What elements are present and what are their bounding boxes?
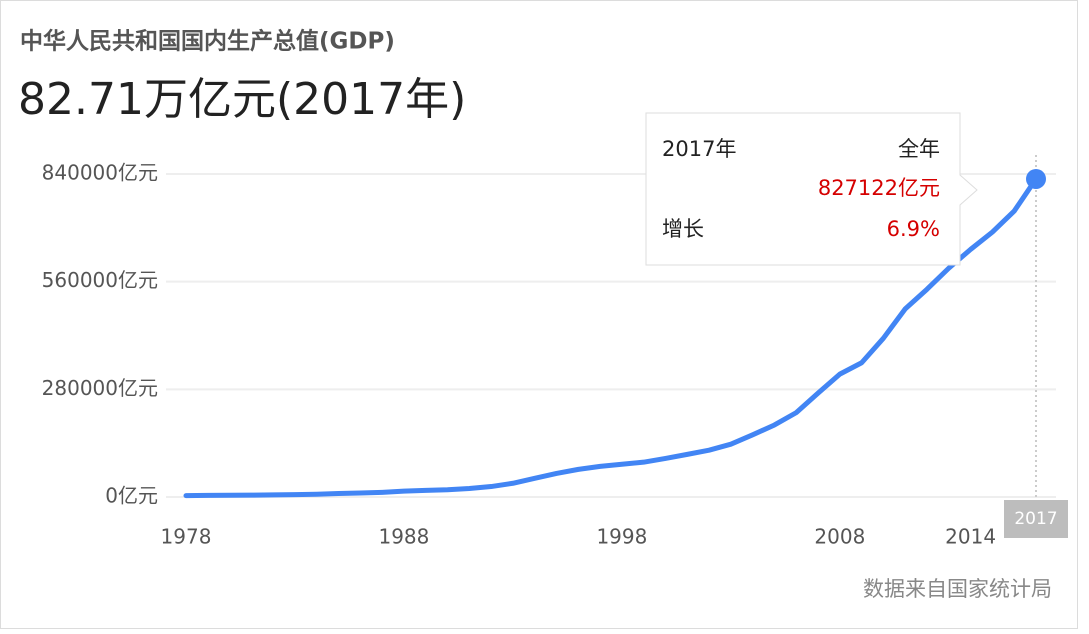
line [183, 176, 1039, 499]
chart-title: 中华人民共和国国内生产总值(GDP) [20, 28, 395, 55]
x-tick-label: 1978 [161, 525, 212, 549]
tooltip: 2017年 全年 827122亿元 增长 6.9% [645, 112, 978, 266]
tooltip-box [645, 112, 978, 266]
y-tick-label: 560000亿元 [42, 268, 158, 292]
y-tick-label: 0亿元 [105, 484, 158, 508]
tooltip-growth-label: 增长 [662, 217, 704, 241]
point [1026, 168, 1046, 189]
x-tick-label: 2008 [814, 525, 865, 549]
tooltip-value: 827122亿元 [818, 176, 940, 200]
source: 数据来自国家统计局 [863, 577, 1052, 601]
plot: 0亿元 280000亿元 560000亿元 840000亿元 1978 1988 1998 2… [42, 155, 1068, 549]
hover-label-box [1004, 500, 1068, 538]
y-tick-label: 280000亿元 [42, 376, 158, 400]
x-tick-label: 1988 [378, 525, 429, 549]
hover-x-label: 2017 [1014, 509, 1057, 529]
tooltip-growth: 6.9% [887, 217, 940, 241]
headline: 82.71万亿元(2017年) [18, 74, 466, 125]
x-tick-label: 2014 [945, 525, 996, 549]
y-tick-label: 840000亿元 [42, 161, 158, 185]
x-tick-label: 1998 [596, 525, 647, 549]
tooltip-period: 全年 [898, 137, 940, 161]
tooltip-year: 2017年 [662, 137, 736, 161]
